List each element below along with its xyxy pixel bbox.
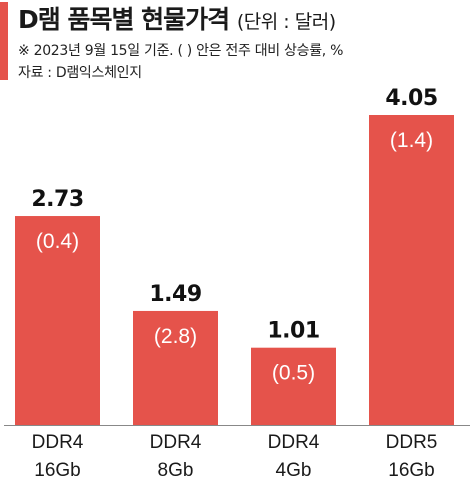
value-label: 1.01	[267, 319, 319, 344]
category-sublabel: 8Gb	[158, 460, 194, 481]
category-sublabel: 16Gb	[34, 460, 80, 481]
note-text: ※ 2023년 9월 15일 기준. ( ) 안은 전주 대비 상승률, %	[18, 43, 344, 59]
change-label: (2.8)	[154, 325, 197, 348]
bar	[251, 347, 336, 425]
source-text: 자료 : D램익스체인지	[18, 65, 142, 81]
unit-label: (단위 : 달러)	[236, 11, 336, 33]
bar	[133, 310, 218, 425]
bar	[15, 216, 100, 425]
category-label: DDR4	[150, 432, 202, 453]
value-label: 4.05	[385, 86, 437, 111]
accent-bar	[0, 2, 8, 80]
category-label: DDR5	[386, 432, 438, 453]
category-label: DDR4	[268, 432, 320, 453]
category-label: DDR4	[32, 432, 84, 453]
category-sublabel: 4Gb	[276, 460, 312, 481]
value-label: 2.73	[31, 187, 83, 212]
change-label: (1.4)	[390, 129, 433, 152]
change-label: (0.4)	[36, 230, 79, 253]
change-label: (0.5)	[272, 362, 315, 385]
category-sublabel: 16Gb	[388, 460, 434, 481]
chart-title-text: D램 품목별 현물가격	[18, 5, 230, 34]
value-label: 1.49	[149, 282, 201, 307]
bar	[369, 115, 454, 425]
chart-title: D램 품목별 현물가격 (단위 : 달러)	[18, 0, 336, 36]
